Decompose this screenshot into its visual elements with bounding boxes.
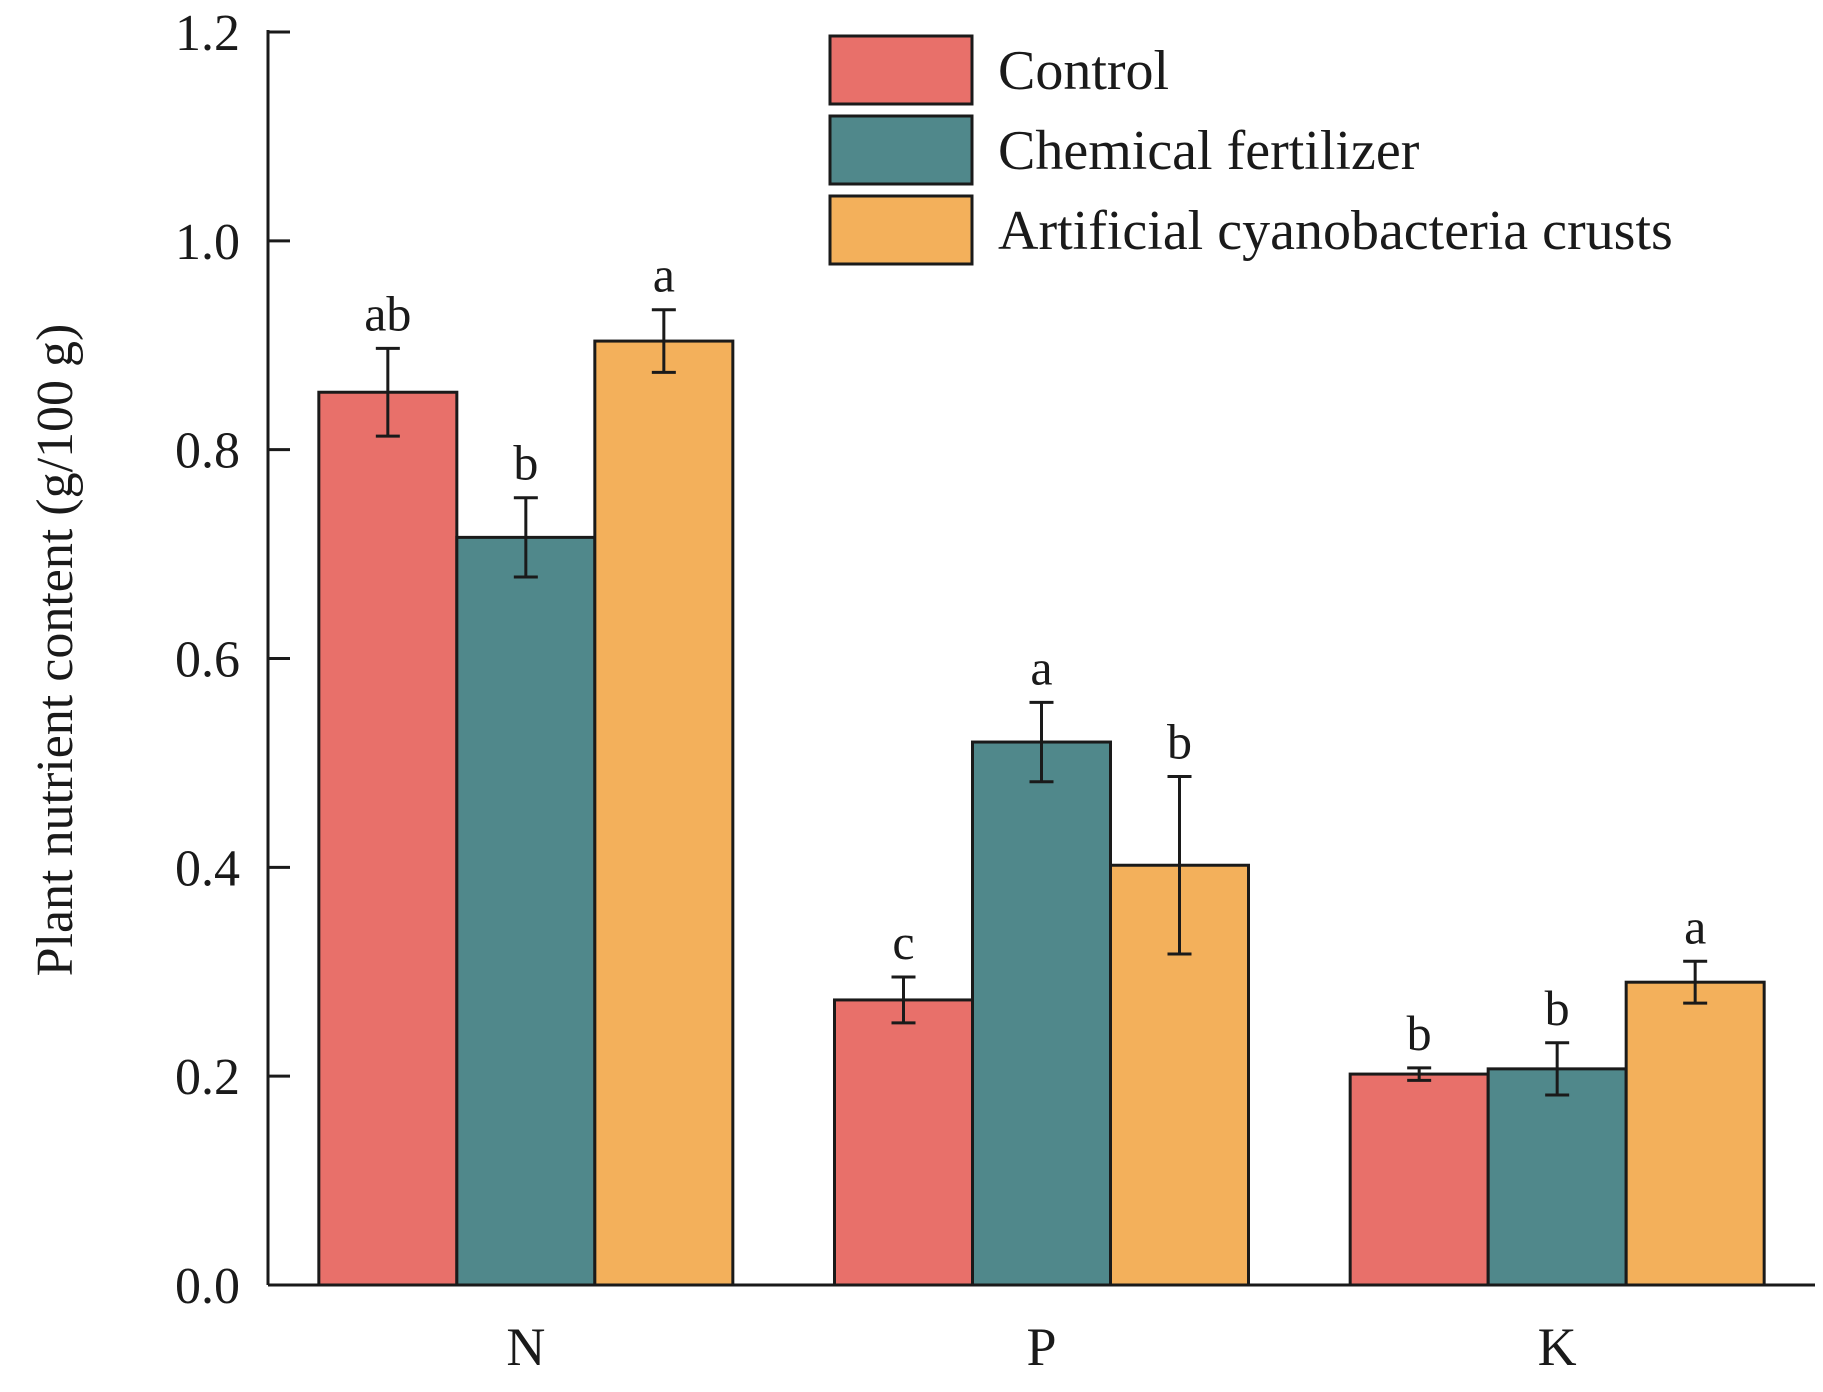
x-tick-label-P: P bbox=[1026, 1317, 1056, 1377]
significance-letter-P-1: a bbox=[1030, 639, 1052, 695]
x-tick-label-N: N bbox=[506, 1317, 545, 1377]
legend: Control Chemical fertilizer Artificial cya… bbox=[828, 34, 1673, 266]
legend-swatch-1 bbox=[828, 114, 974, 186]
y-tick-label: 0.6 bbox=[175, 632, 240, 689]
significance-letter-N-1: b bbox=[513, 435, 538, 491]
significance-letter-P-0: c bbox=[892, 914, 914, 970]
significance-letter-P-2: b bbox=[1167, 713, 1192, 769]
legend-label-0: Control bbox=[998, 40, 1169, 102]
legend-label-1: Chemical fertilizer bbox=[998, 120, 1420, 182]
bar-N-0 bbox=[317, 390, 459, 1287]
legend-label-2: Artificial cyanobacteria crusts bbox=[998, 200, 1673, 262]
legend-swatch-2 bbox=[828, 194, 974, 266]
y-tick-label: 0.0 bbox=[175, 1258, 240, 1315]
error-bars bbox=[375, 308, 1708, 1097]
bar-K-1 bbox=[1486, 1067, 1628, 1287]
bar-K-2 bbox=[1624, 980, 1766, 1287]
significance-letter-K-2: a bbox=[1684, 898, 1706, 954]
bar-P-0 bbox=[833, 998, 974, 1287]
y-tick-label: 0.8 bbox=[175, 423, 240, 480]
bar-P-1 bbox=[971, 740, 1112, 1287]
bar-K-0 bbox=[1348, 1072, 1490, 1287]
significance-letter-K-1: b bbox=[1545, 980, 1570, 1036]
y-tick-label: 1.2 bbox=[175, 5, 240, 62]
y-axis: 0.0 0.2 0.4 0.6 0.8 1.0 1.2 bbox=[175, 5, 290, 1315]
y-tick-label: 1.0 bbox=[175, 214, 240, 271]
bar-N-1 bbox=[455, 535, 597, 1287]
y-tick-label: 0.2 bbox=[175, 1049, 240, 1106]
significance-letter-K-0: b bbox=[1407, 1005, 1432, 1061]
bar-N-2 bbox=[593, 339, 735, 1287]
x-tick-label-K: K bbox=[1538, 1317, 1577, 1377]
y-tick-label: 0.4 bbox=[175, 840, 240, 897]
y-axis-title: Plant nutrient content (g/100 g) bbox=[27, 324, 84, 977]
significance-letter-N-2: a bbox=[653, 247, 675, 303]
legend-swatch-0 bbox=[828, 34, 974, 106]
bars bbox=[317, 339, 1766, 1287]
significance-letter-N-0: ab bbox=[364, 285, 411, 341]
